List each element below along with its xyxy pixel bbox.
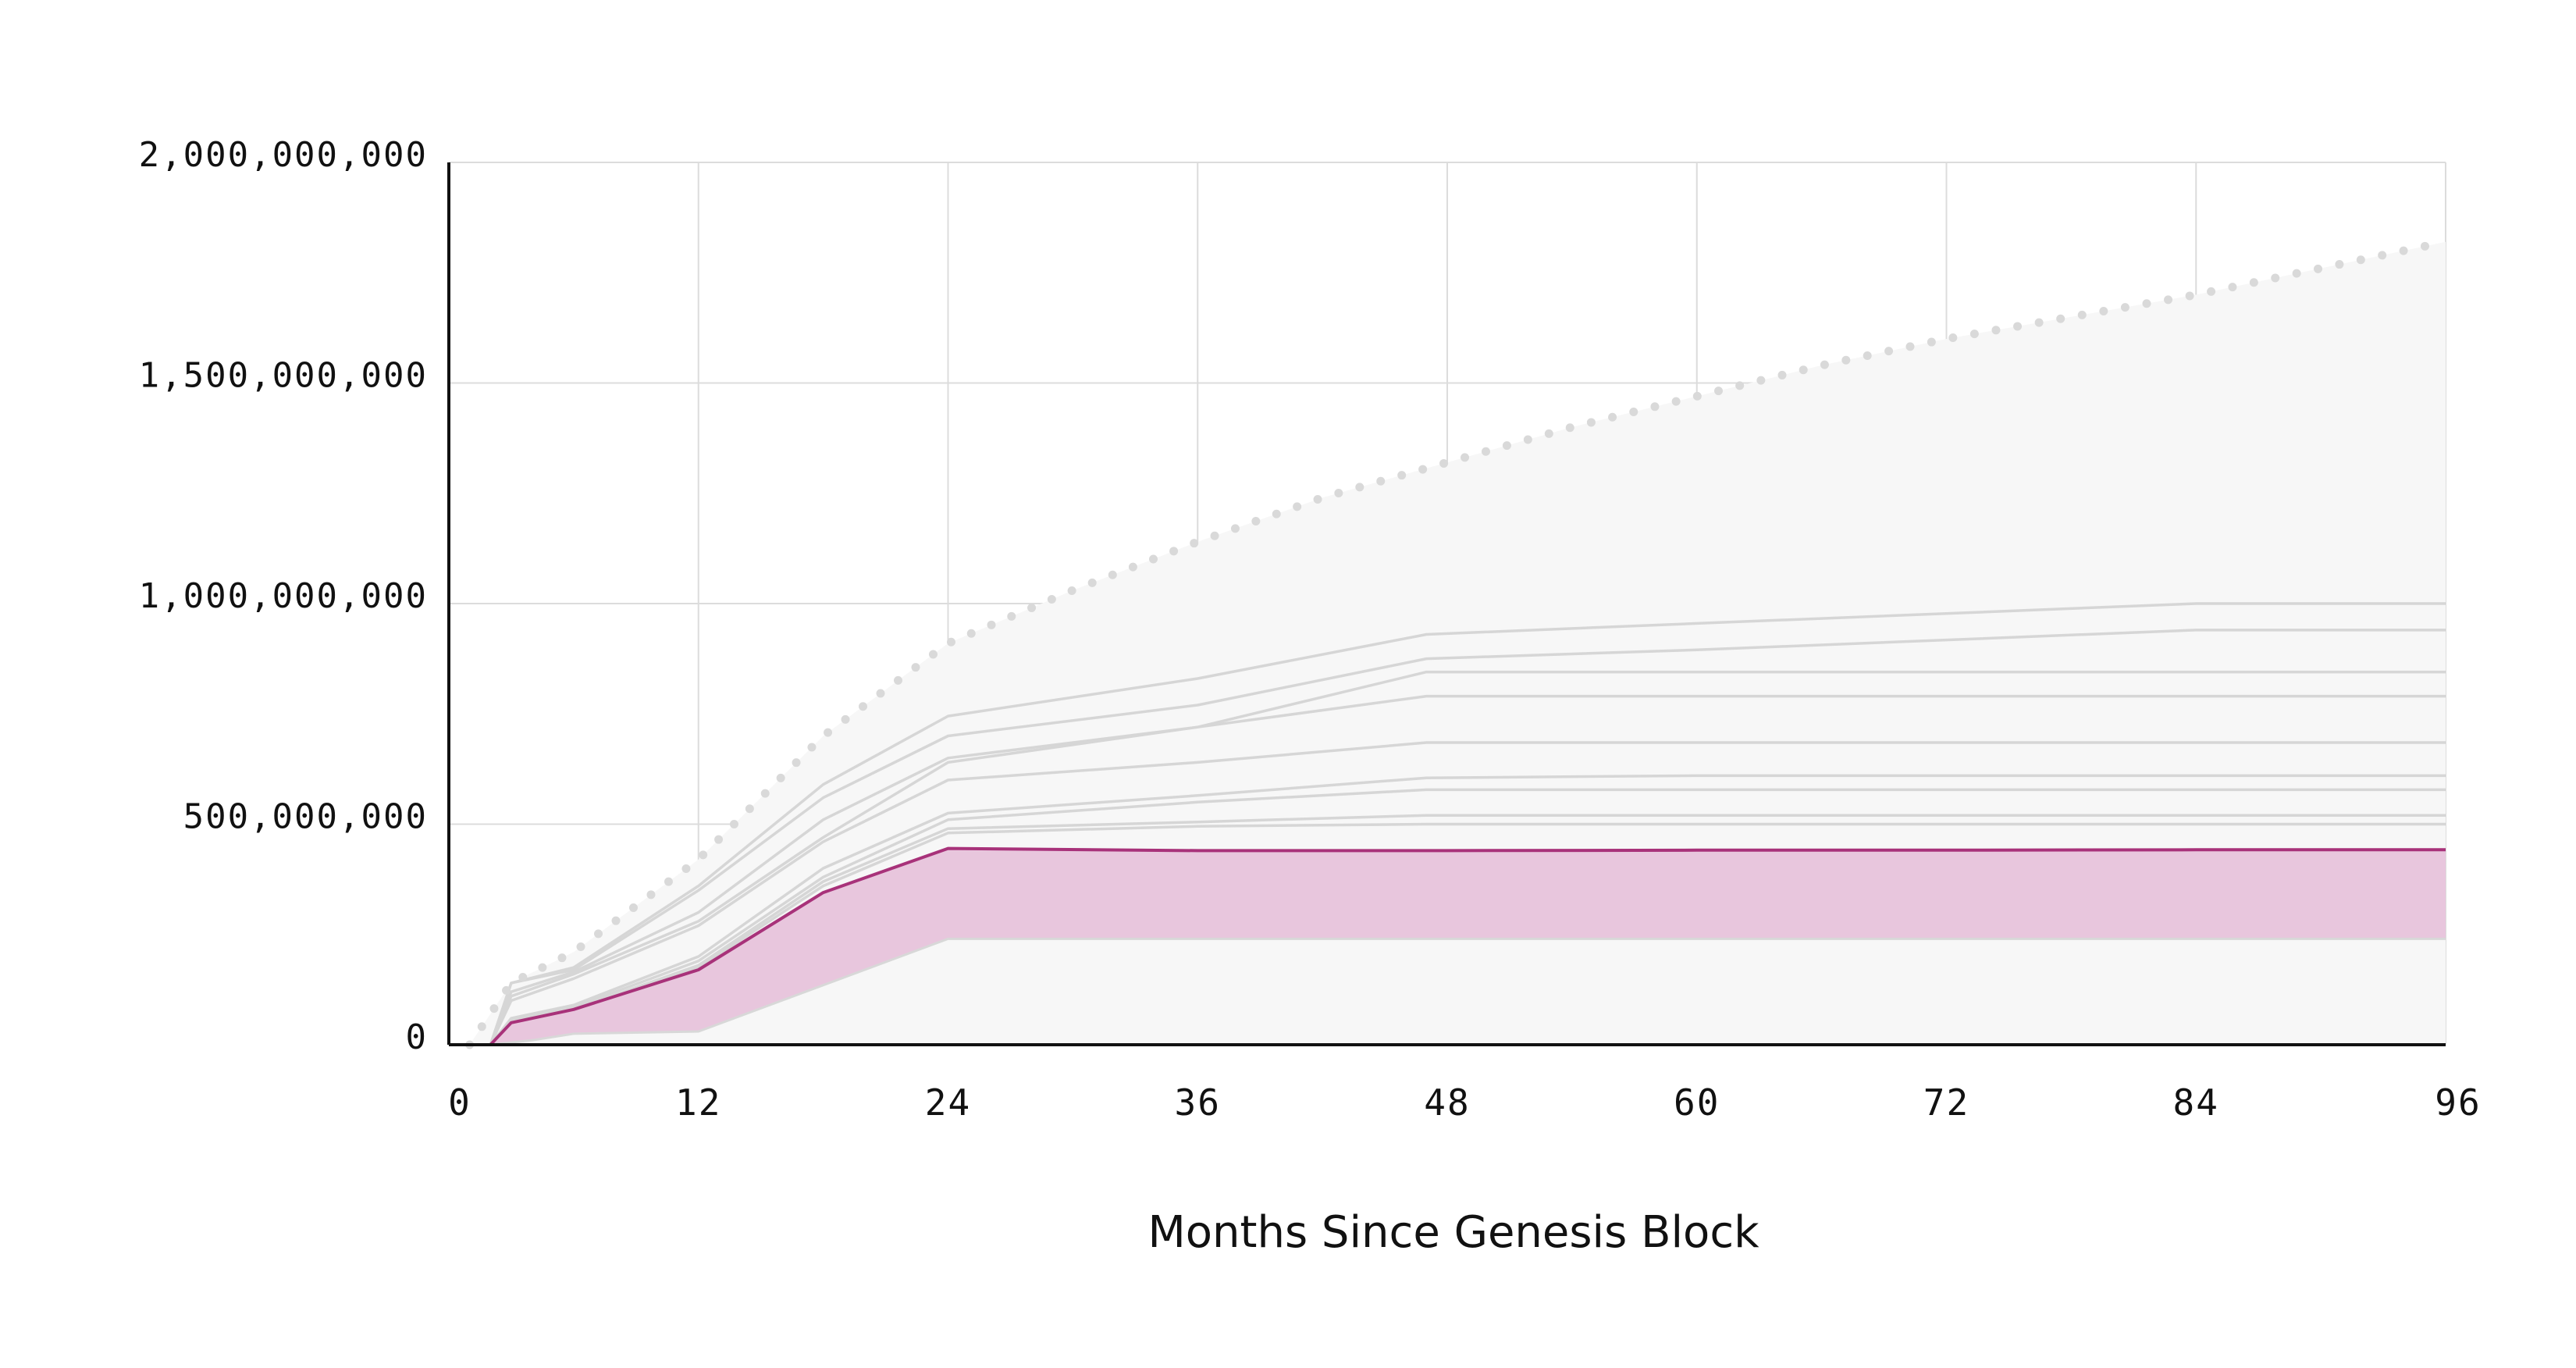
highlight-series-group bbox=[489, 846, 2446, 1046]
x-axis-title: Months Since Genesis Block bbox=[1147, 1207, 1759, 1258]
comparison-series-line bbox=[489, 670, 2446, 1046]
y-tick-label: 500,000,000 bbox=[183, 797, 428, 837]
comparison-series-line bbox=[489, 629, 2446, 1046]
x-tick-labels: 0 12 24 36 48 60 72 84 96 bbox=[448, 1081, 2481, 1124]
x-tick-label: 0 bbox=[448, 1081, 471, 1124]
y-tick-label: 1,500,000,000 bbox=[139, 356, 428, 396]
highlight-lower-line bbox=[490, 937, 2446, 1046]
comparison-series-line bbox=[489, 694, 2446, 1046]
x-tick-label: 36 bbox=[1175, 1081, 1221, 1124]
x-tick-label: 96 bbox=[2435, 1081, 2481, 1124]
y-tick-label: 1,000,000,000 bbox=[139, 576, 428, 616]
axes bbox=[447, 162, 2446, 1046]
x-tick-label: 48 bbox=[1424, 1081, 1470, 1124]
envelope-area-fill bbox=[469, 241, 2446, 1046]
highlight-band bbox=[490, 848, 2446, 1045]
y-tick-label: 0 bbox=[406, 1017, 429, 1057]
comparison-series-line bbox=[489, 788, 2446, 1046]
comparison-series-line bbox=[489, 602, 2446, 1046]
comparison-series-line bbox=[489, 774, 2446, 1046]
y-tick-label: 2,000,000,000 bbox=[139, 135, 428, 175]
comparison-series-line bbox=[489, 741, 2446, 1046]
x-tick-label: 24 bbox=[925, 1081, 971, 1124]
y-tick-labels: 0 500,000,000 1,000,000,000 1,500,000,000 2,… bbox=[139, 135, 429, 1057]
x-tick-label: 12 bbox=[675, 1081, 721, 1124]
x-tick-label: 72 bbox=[1923, 1081, 1969, 1124]
envelope-area bbox=[469, 241, 2446, 1046]
highlight-upper-line bbox=[489, 846, 2446, 1046]
x-tick-label: 84 bbox=[2173, 1081, 2219, 1124]
x-tick-label: 60 bbox=[1674, 1081, 1720, 1124]
